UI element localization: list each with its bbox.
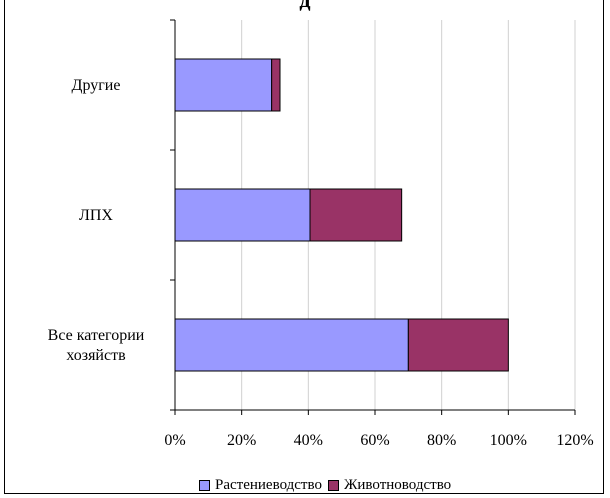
legend-item-livestock: Животноводство (327, 476, 452, 494)
axes (170, 19, 576, 415)
legend-item-plant: Растениеводство (199, 477, 322, 494)
x-tick-labels: 0% 20% 40% 60% 80% 100% 120% (164, 432, 593, 449)
bar-livestock-1 (309, 188, 403, 242)
category-label-1-0: ЛПХ (79, 207, 113, 224)
bar-plant-2 (174, 58, 273, 112)
legend-label-plant: Растениеводство (215, 476, 322, 493)
x-tick-label-120: 120% (556, 432, 593, 449)
x-tick-label-100: 100% (490, 432, 527, 449)
bar-plant-0 (174, 318, 409, 372)
category-label-0-1: хозяйств (66, 347, 126, 364)
x-tick-label-80: 80% (427, 432, 456, 449)
category-label-2-0: Другие (72, 77, 121, 94)
bar-plant-1 (174, 188, 311, 242)
x-tick-label-0: 0% (164, 432, 185, 449)
legend: Растениеводство Животноводство (199, 475, 457, 495)
x-tick-label-20: 20% (227, 432, 256, 449)
category-labels: Все категории хозяйств ЛПХ Другие (48, 77, 145, 364)
bar-livestock-0 (407, 318, 509, 372)
legend-swatch-plant (199, 479, 210, 491)
chart-title-text: д (299, 0, 310, 12)
legend-swatch-livestock (327, 479, 339, 491)
bar-livestock-2 (271, 58, 281, 112)
bars (174, 58, 509, 372)
x-tick-label-60: 60% (360, 432, 389, 449)
category-label-0-0: Все категории (48, 327, 145, 344)
chart-frame (4, 0, 604, 494)
legend-label-livestock: Животноводство (343, 476, 452, 493)
chart-title: д (0, 0, 610, 12)
x-tick-label-40: 40% (294, 432, 323, 449)
